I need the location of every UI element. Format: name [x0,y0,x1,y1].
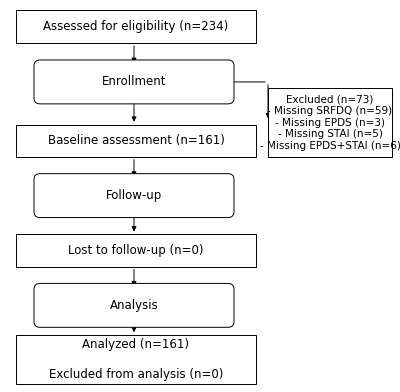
Text: Follow-up: Follow-up [106,189,162,202]
Text: Excluded (n=73)
- Missing SRFDQ (n=59)
- Missing EPDS (n=3)
- Missing STAI (n=5): Excluded (n=73) - Missing SRFDQ (n=59) -… [260,94,400,151]
FancyBboxPatch shape [268,88,392,157]
FancyBboxPatch shape [34,60,234,104]
Text: Analyzed (n=161)

Excluded from analysis (n=0): Analyzed (n=161) Excluded from analysis … [49,338,223,381]
FancyBboxPatch shape [34,283,234,327]
FancyBboxPatch shape [16,234,256,267]
Text: Enrollment: Enrollment [102,75,166,89]
Text: Baseline assessment (n=161): Baseline assessment (n=161) [48,134,224,147]
Text: Analysis: Analysis [110,299,158,312]
FancyBboxPatch shape [16,335,256,384]
FancyBboxPatch shape [16,10,256,43]
FancyBboxPatch shape [16,125,256,157]
Text: Lost to follow-up (n=0): Lost to follow-up (n=0) [68,244,204,257]
FancyBboxPatch shape [34,174,234,218]
Text: Assessed for eligibility (n=234): Assessed for eligibility (n=234) [43,20,229,33]
